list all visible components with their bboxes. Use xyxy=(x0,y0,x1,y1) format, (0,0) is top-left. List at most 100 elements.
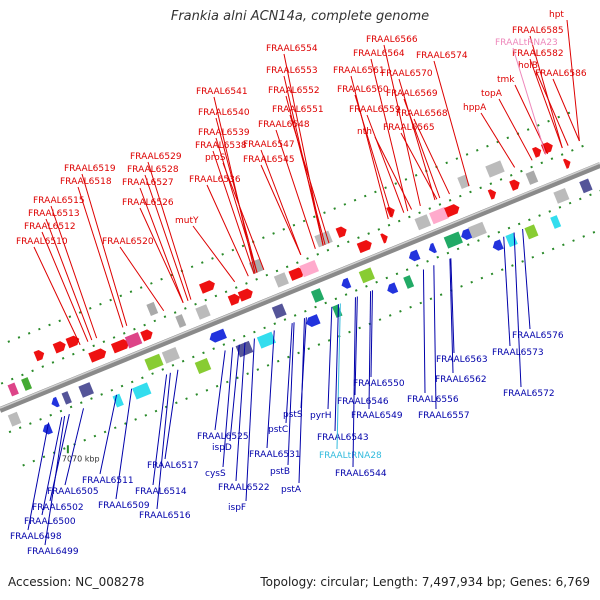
top-gene-label: FRAAL6574 xyxy=(416,51,468,61)
bottom-gene-label: FRAAL6543 xyxy=(317,433,369,443)
gene-block-bottom xyxy=(112,393,124,408)
bottom-gene-label: FRAAL6500 xyxy=(24,517,76,527)
connector-top xyxy=(119,246,165,312)
bottom-gene-label: pstS xyxy=(283,410,303,420)
gene-block-top xyxy=(124,332,143,349)
connector-bottom xyxy=(245,338,255,502)
connector-top xyxy=(50,205,98,339)
connector-top xyxy=(498,98,533,161)
accession-label: Accession: NC_008278 xyxy=(8,575,145,589)
top-gene-label: FRAAL6536 xyxy=(189,175,241,185)
connector-bottom xyxy=(513,232,522,388)
connector-top xyxy=(413,118,450,195)
gene-block-top xyxy=(429,206,450,225)
gene-block-bottom xyxy=(144,353,164,371)
connector-top xyxy=(139,207,184,304)
gene-reverse xyxy=(209,328,227,343)
gene-block-bottom xyxy=(579,178,593,194)
connector-bottom xyxy=(229,344,240,442)
top-gene-label: FRAAL6586 xyxy=(535,69,587,79)
gene-block-bottom xyxy=(358,267,375,284)
bottom-gene-label: FRAAL6499 xyxy=(27,547,79,557)
connector-top xyxy=(383,44,421,207)
gene-reverse xyxy=(306,314,321,327)
connector-top xyxy=(147,161,192,300)
gene-block-bottom xyxy=(61,391,72,405)
track-dotted-0 xyxy=(0,108,578,347)
gene-reverse xyxy=(492,239,504,251)
gene-reverse xyxy=(428,242,437,254)
connector-bottom xyxy=(266,330,275,449)
gene-block-bottom xyxy=(468,221,487,239)
gene-block-top xyxy=(7,382,19,397)
bottom-gene-label: FRAAL6498 xyxy=(10,532,62,542)
gene-block-bottom xyxy=(256,331,276,349)
gene-reverse xyxy=(387,282,399,294)
gene-forward xyxy=(288,267,305,281)
connector-bottom xyxy=(164,369,179,460)
bottom-gene-label: FRAAL6563 xyxy=(436,355,488,365)
bottom-gene-label: FRAAL6573 xyxy=(492,348,544,358)
connector-top xyxy=(222,162,265,271)
connector-bottom xyxy=(503,236,511,347)
connector-top xyxy=(206,184,249,277)
gene-forward xyxy=(52,341,66,354)
gene-forward xyxy=(65,335,80,349)
gene-block-top xyxy=(21,377,33,391)
gene-block-bottom xyxy=(194,357,212,375)
top-gene-label: FRAAL6585 xyxy=(512,26,564,36)
bottom-gene-label: FRAAL6525 xyxy=(197,432,249,442)
connector-top xyxy=(283,53,324,246)
top-gene-label: FRAAL6528 xyxy=(127,165,179,175)
connector-bottom xyxy=(41,417,63,516)
bottom-gene-label: FRAAL6511 xyxy=(82,476,134,486)
top-gene-label: FRAAL6570 xyxy=(381,69,433,79)
connector-bottom xyxy=(433,265,437,410)
top-gene-label: FRAAL6566 xyxy=(366,35,418,45)
gene-forward xyxy=(110,339,130,354)
bottom-gene-label: FRAAL6572 xyxy=(503,389,555,399)
gene-forward xyxy=(444,204,460,218)
top-gene-label: FRAAL6553 xyxy=(266,66,318,76)
gene-block-bottom xyxy=(505,232,518,248)
connector-bottom xyxy=(450,258,455,354)
top-gene-label: FRAAL6519 xyxy=(64,164,116,174)
connector-top xyxy=(45,218,93,341)
top-gene-label: FRAAL6520 xyxy=(102,237,154,247)
bottom-gene-label: FRAAL6550 xyxy=(353,379,405,389)
connector-bottom xyxy=(522,228,531,330)
gene-block-bottom xyxy=(550,215,562,229)
track-dotted-1 xyxy=(0,141,592,386)
backbone-highlight xyxy=(0,162,600,409)
top-gene-label: topA xyxy=(481,89,503,99)
bottom-gene-label: FRAAL6556 xyxy=(407,395,459,405)
gene-block-bottom xyxy=(524,224,539,240)
top-gene-label: FRAAL6510 xyxy=(16,237,68,247)
connector-top xyxy=(192,225,236,283)
connector-top xyxy=(215,137,258,273)
scale-label: 7070 kbp xyxy=(62,454,100,463)
connector-top xyxy=(213,96,256,274)
top-gene-label: tmk xyxy=(497,75,515,85)
connector-bottom xyxy=(49,413,70,502)
connector-top xyxy=(552,78,580,142)
gene-block-bottom xyxy=(553,187,570,204)
top-gene-label: hpt xyxy=(549,10,564,20)
connector-bottom xyxy=(156,372,171,510)
gene-block-bottom xyxy=(443,231,463,249)
gene-block-bottom xyxy=(161,347,180,364)
connector-top xyxy=(370,58,409,212)
connector-bottom xyxy=(327,306,333,410)
bottom-gene-label: pstA xyxy=(281,485,302,495)
connector-bottom xyxy=(300,317,307,409)
top-gene-label: FRAAL6545 xyxy=(243,155,295,165)
connector-bottom xyxy=(235,342,246,482)
top-gene-label: FRAAL6551 xyxy=(272,105,324,115)
connector-bottom xyxy=(354,296,358,396)
gene-block-top xyxy=(299,259,319,278)
bottom-gene-label: ispF xyxy=(228,503,246,513)
connector-top xyxy=(480,112,516,168)
bottom-gene-label: pyrH xyxy=(310,411,332,421)
connector-top xyxy=(374,136,413,210)
